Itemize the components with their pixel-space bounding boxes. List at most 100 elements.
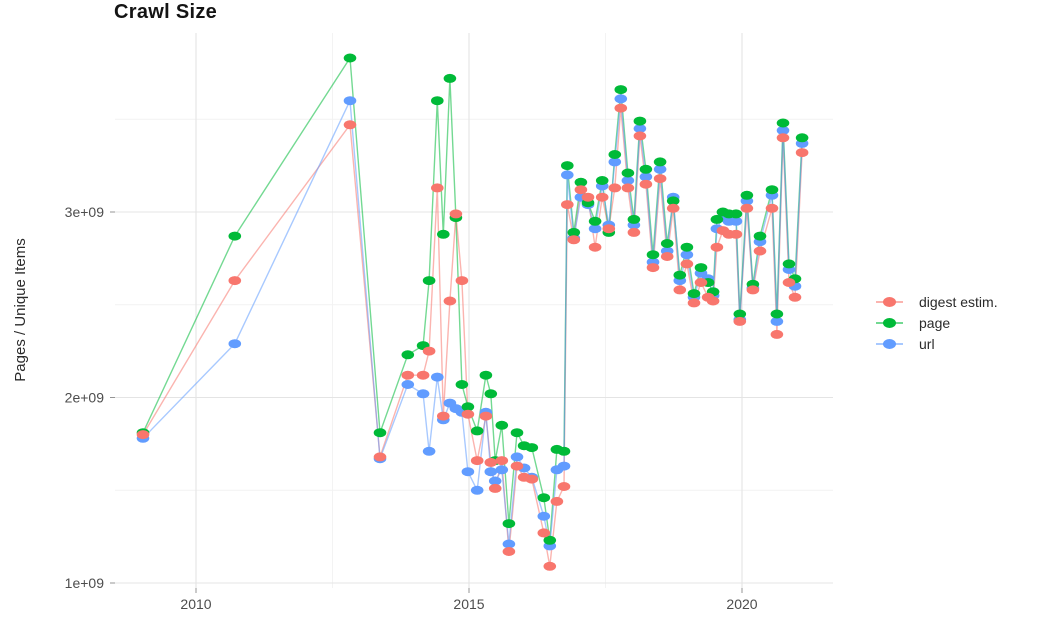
data-point bbox=[502, 547, 516, 556]
data-point bbox=[680, 259, 694, 269]
data-point bbox=[776, 133, 790, 143]
data-point bbox=[770, 309, 784, 319]
page-dot-swatch bbox=[883, 317, 896, 328]
data-point bbox=[479, 370, 493, 380]
legend-item-digest: digest estim. bbox=[876, 291, 998, 312]
data-point bbox=[581, 192, 595, 202]
data-point bbox=[543, 561, 557, 571]
data-point bbox=[729, 209, 743, 219]
data-point bbox=[614, 85, 628, 95]
data-point bbox=[443, 73, 457, 83]
data-point bbox=[795, 148, 809, 158]
data-point bbox=[510, 461, 524, 471]
data-point bbox=[455, 380, 469, 389]
data-point bbox=[673, 285, 687, 295]
url-dot-swatch bbox=[883, 338, 896, 349]
data-point bbox=[567, 227, 581, 237]
data-point bbox=[537, 511, 551, 521]
data-point bbox=[673, 270, 687, 280]
data-point bbox=[694, 263, 708, 273]
data-point bbox=[621, 168, 635, 178]
data-point bbox=[495, 465, 509, 475]
data-point bbox=[525, 474, 539, 484]
data-point bbox=[401, 370, 415, 380]
data-point bbox=[484, 457, 498, 467]
data-point bbox=[525, 443, 539, 453]
y-tick-label: 2e+09 bbox=[65, 390, 105, 406]
data-point bbox=[666, 203, 680, 213]
data-point bbox=[639, 179, 653, 189]
y-tick-label: 3e+09 bbox=[65, 204, 105, 220]
data-point bbox=[574, 177, 588, 187]
data-point bbox=[608, 157, 622, 167]
data-point bbox=[561, 200, 574, 210]
data-point bbox=[733, 309, 747, 319]
digest-dot-swatch bbox=[883, 296, 896, 307]
data-point bbox=[484, 467, 498, 477]
data-point bbox=[470, 426, 484, 436]
data-point bbox=[422, 276, 436, 286]
data-point bbox=[495, 420, 509, 430]
data-point bbox=[461, 467, 475, 477]
data-point bbox=[495, 456, 509, 466]
data-point bbox=[765, 185, 779, 195]
x-tick-label: 2010 bbox=[180, 596, 211, 612]
data-point bbox=[753, 246, 767, 256]
data-point bbox=[537, 528, 551, 538]
data-point bbox=[770, 329, 784, 339]
data-point bbox=[776, 118, 790, 128]
data-point bbox=[422, 346, 436, 356]
data-point bbox=[765, 203, 779, 213]
data-point bbox=[729, 229, 743, 239]
data-point bbox=[431, 183, 444, 193]
data-point bbox=[740, 203, 754, 213]
data-point bbox=[567, 235, 581, 245]
data-point bbox=[602, 224, 616, 234]
data-point bbox=[470, 456, 484, 466]
data-point bbox=[431, 372, 444, 382]
x-tick-label: 2020 bbox=[726, 596, 757, 612]
data-point bbox=[561, 170, 574, 180]
data-point bbox=[680, 250, 694, 260]
data-point bbox=[706, 296, 720, 306]
data-point bbox=[627, 227, 641, 237]
data-point bbox=[502, 539, 516, 549]
data-point bbox=[401, 380, 415, 389]
x-tick-label: 2015 bbox=[453, 596, 484, 612]
data-point bbox=[431, 96, 444, 106]
data-point bbox=[660, 239, 674, 248]
data-point bbox=[770, 316, 784, 326]
data-point bbox=[653, 174, 667, 184]
data-point bbox=[373, 428, 387, 438]
data-point bbox=[416, 389, 430, 399]
data-point bbox=[621, 176, 635, 185]
data-point bbox=[488, 483, 502, 493]
chart-title: Crawl Size bbox=[114, 1, 218, 23]
data-point bbox=[561, 161, 574, 171]
data-point bbox=[588, 242, 602, 252]
data-point bbox=[627, 214, 641, 224]
data-point bbox=[595, 176, 609, 185]
data-point bbox=[437, 229, 450, 239]
legend-label-url: url bbox=[919, 335, 935, 352]
series-line-digest-estim- bbox=[142, 108, 803, 567]
data-point bbox=[653, 164, 667, 174]
data-point bbox=[343, 53, 357, 63]
data-point bbox=[461, 402, 475, 412]
data-point bbox=[455, 276, 469, 286]
data-point bbox=[228, 339, 242, 349]
data-point bbox=[660, 252, 674, 261]
data-point bbox=[680, 242, 694, 252]
data-point bbox=[687, 289, 701, 299]
data-point bbox=[653, 157, 667, 167]
data-point bbox=[776, 125, 790, 135]
data-point bbox=[746, 285, 760, 295]
data-point bbox=[416, 370, 430, 380]
data-point bbox=[479, 411, 493, 421]
data-point bbox=[710, 242, 724, 252]
data-point bbox=[614, 103, 628, 113]
data-point bbox=[228, 231, 242, 241]
data-point bbox=[488, 476, 502, 486]
